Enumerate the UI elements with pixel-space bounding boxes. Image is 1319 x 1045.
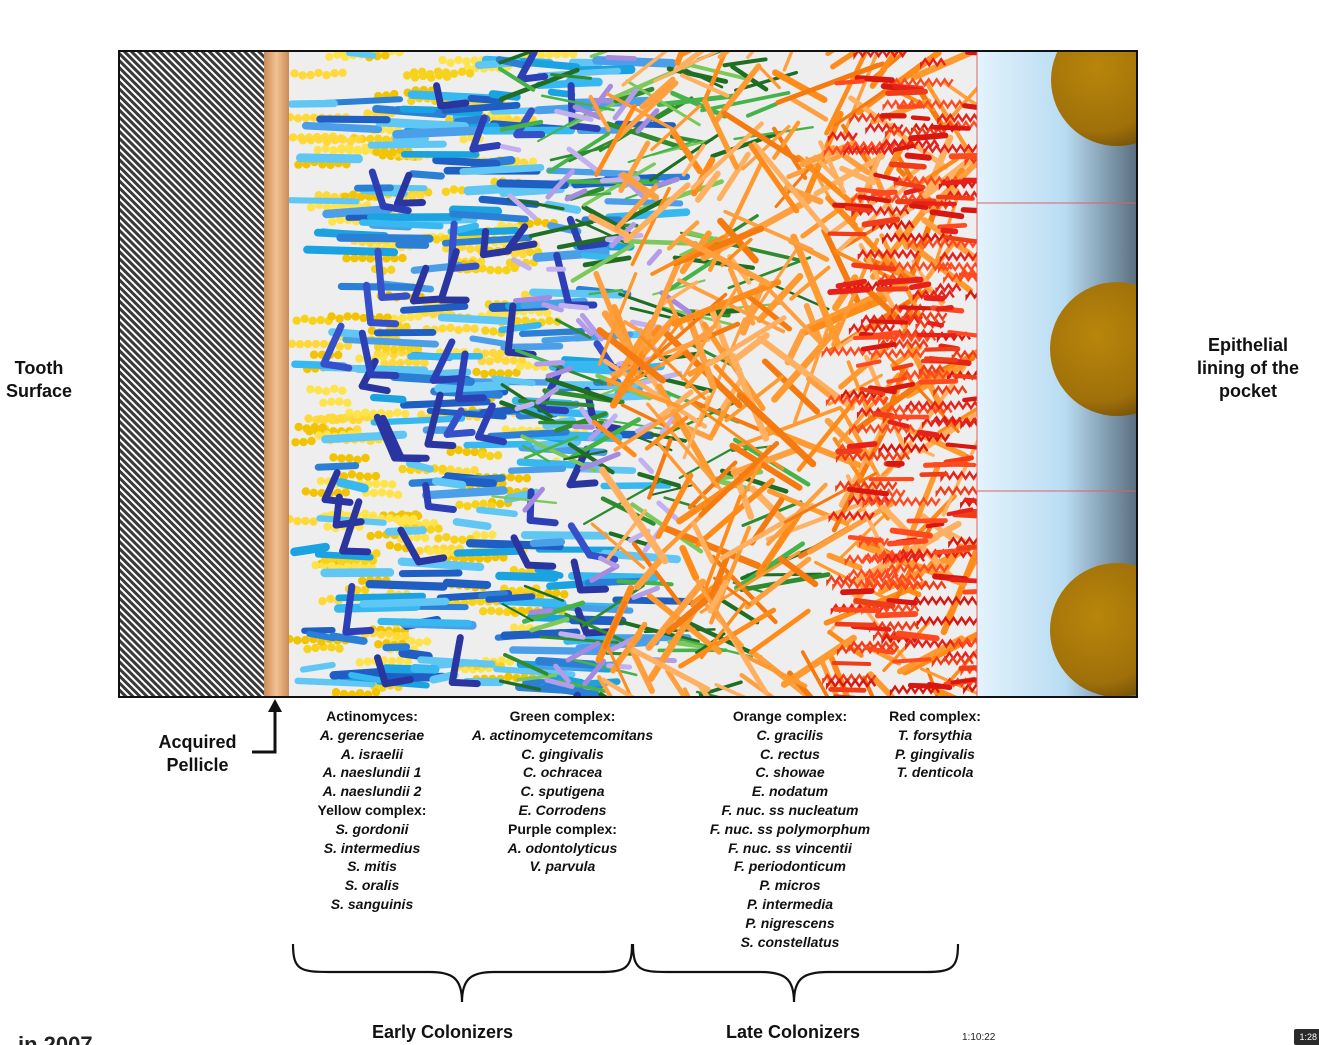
late-colonizers-brace [631,943,960,1003]
tooth-surface-label: Tooth Surface [0,357,78,403]
orange-species-list: Orange complex: C. gracilis C. rectus C. sh… [690,707,890,951]
video-timestamp: 1:10:22 [962,1032,996,1043]
species-name: C. rectus [760,745,820,762]
acquired-pellicle-layer [264,51,289,697]
species-name: F. nuc. ss polymorphum [709,820,871,837]
species-name: S. sanguinis [330,895,414,912]
species-name: P. gingivalis [895,745,975,762]
species-name: S. constellatus [740,933,840,950]
species-name: S. intermedius [323,839,421,856]
late-colonizers-label: Late Colonizers [726,1022,861,1042]
species-name: F. nuc. ss vincentii [728,839,852,856]
epithelial-label-line: Epithelial [1207,335,1288,355]
species-name: A. gerencseriae [319,726,425,743]
species-name: F. periodonticum [734,858,846,875]
species-name: S. oralis [344,877,400,894]
early-colonizers-brace [291,943,634,1003]
tooth-label-line: Surface [5,381,73,401]
corner-text-fragment: in 2007 [18,1034,93,1045]
species-name: C. sputigena [520,783,605,800]
red-species-list: Red complex: T. forsythia P. gingivalis T. … [872,707,998,782]
epithelial-nucleus [1050,563,1137,697]
video-duration-badge[interactable]: 1:28 [1294,1029,1319,1045]
acquired-pellicle-label: Acquired Pellicle [150,731,245,777]
species-name: E. Corrodens [518,801,607,818]
complex-header: Purple complex: [508,820,617,837]
complex-header: Yellow complex: [317,801,427,818]
green-purple-species-list: Green complex: A. actinomycetemcomitans C.… [455,707,670,876]
species-name: P. micros [759,877,821,894]
species-name: E. nodatum [751,783,829,800]
species-name: C. showae [755,764,825,781]
epithelial-nucleus [1050,282,1137,416]
epithelial-label-line: pocket [1218,381,1278,401]
pellicle-arrow [252,706,277,754]
species-name: C. gingivalis [521,745,604,762]
complex-header: Red complex: [889,708,981,724]
epithelial-label-line: lining of the [1197,358,1299,378]
early-species-list: Actinomyces: A. gerencseriae A. israelii A.… [292,707,452,914]
diagram-frame [118,50,1138,698]
species-name: P. nigrescens [745,914,835,931]
species-name: V. parvula [529,858,596,875]
bacteria-layer [289,51,977,697]
species-name: A. naeslundii 1 [322,764,422,781]
complex-header: Orange complex: [732,708,848,724]
species-name: S. gordonii [335,820,409,837]
species-name: C. gracilis [756,726,824,743]
epithelial-lining [977,51,1137,697]
species-name: T. denticola [896,764,974,781]
species-name: S. mitis [347,858,397,875]
pellicle-arrowhead [268,699,282,712]
epithelial-nucleus [1051,51,1137,146]
species-name: A. odontolyticus [507,839,618,856]
pellicle-label-line: Acquired [158,732,237,752]
early-colonizers-label: Early Colonizers [372,1022,514,1042]
complex-header: Actinomyces: [326,708,418,724]
species-name: A. actinomycetemcomitans [471,726,654,743]
species-name: A. naeslundii 2 [322,783,422,800]
species-name: A. israelii [340,745,404,762]
species-name: T. forsythia [897,726,973,743]
species-name: F. nuc. ss nucleatum [721,801,859,818]
tooth-label-line: Tooth [14,358,64,378]
pellicle-label-line: Pellicle [166,755,229,775]
complex-header: Green complex: [509,708,616,724]
epithelial-lining-label: Epithelial lining of the pocket [1185,334,1311,403]
tooth-surface [119,51,264,697]
species-name: C. ochracea [522,764,603,781]
species-name: P. intermedia [746,895,834,912]
